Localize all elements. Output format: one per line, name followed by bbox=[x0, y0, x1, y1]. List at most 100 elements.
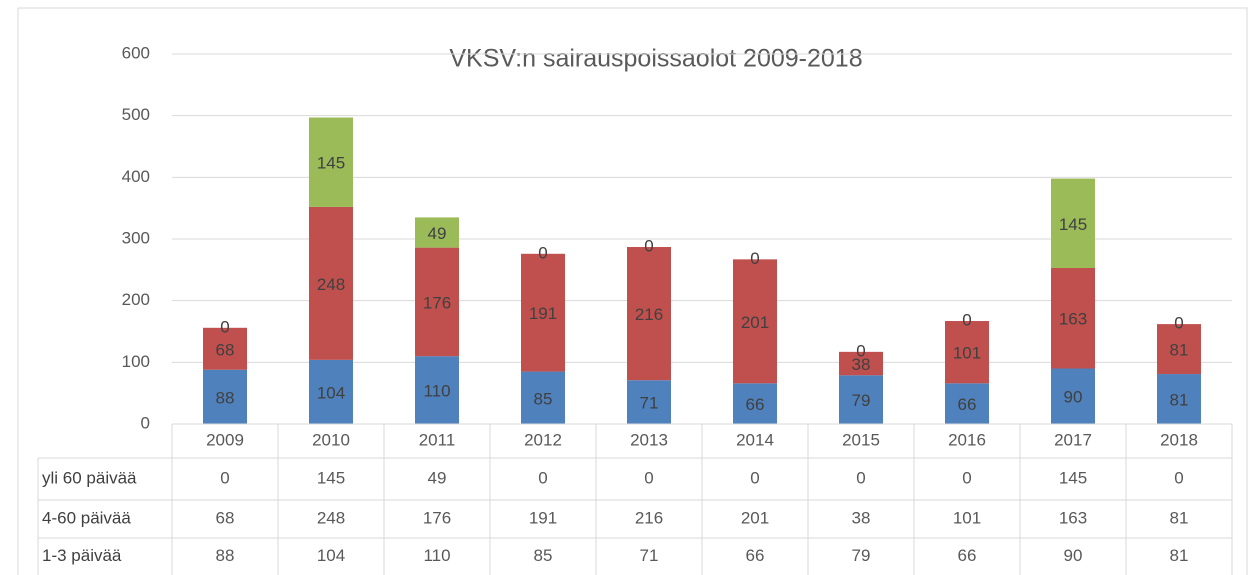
data-label: 0 bbox=[644, 237, 653, 256]
table-cell: 0 bbox=[750, 468, 759, 487]
table-cell: 163 bbox=[1059, 508, 1087, 527]
bar-segment bbox=[733, 383, 777, 424]
data-label: 81 bbox=[1170, 391, 1189, 410]
data-label: 110 bbox=[423, 382, 450, 401]
bar-segment bbox=[839, 351, 883, 376]
x-tick-label: 2012 bbox=[524, 430, 562, 449]
x-tick-label: 2014 bbox=[736, 430, 774, 449]
data-label: 0 bbox=[220, 317, 229, 336]
bar-segment bbox=[203, 369, 247, 424]
chart-frame bbox=[17, 7, 1248, 575]
data-label: 0 bbox=[962, 311, 971, 330]
data-label: 0 bbox=[750, 249, 759, 268]
data-label: 176 bbox=[423, 293, 451, 312]
bar-segment bbox=[627, 247, 671, 381]
x-tick-label: 2016 bbox=[948, 430, 986, 449]
table-cell: 79 bbox=[852, 546, 871, 565]
data-label: 71 bbox=[640, 394, 659, 413]
y-tick-label: 400 bbox=[122, 167, 150, 186]
table-cell: 85 bbox=[534, 546, 553, 565]
data-label: 201 bbox=[741, 313, 769, 332]
bar-segment bbox=[733, 259, 777, 384]
data-label: 66 bbox=[958, 395, 977, 414]
x-tick-label: 2013 bbox=[630, 430, 668, 449]
data-label: 90 bbox=[1064, 388, 1083, 407]
table-cell: 176 bbox=[423, 508, 451, 527]
table-cell: 145 bbox=[317, 468, 345, 487]
data-label: 0 bbox=[856, 341, 865, 360]
y-tick-label: 600 bbox=[122, 43, 150, 62]
bar-segment bbox=[203, 327, 247, 370]
table-cell: 145 bbox=[1059, 468, 1087, 487]
x-tick-label: 2018 bbox=[1160, 430, 1198, 449]
legend-label: 4-60 päivää bbox=[42, 508, 131, 527]
data-label: 0 bbox=[538, 243, 547, 262]
data-label: 38 bbox=[852, 355, 871, 374]
table-cell: 81 bbox=[1170, 508, 1189, 527]
data-label: 216 bbox=[635, 305, 663, 324]
bar-segment bbox=[1157, 374, 1201, 424]
table-cell: 0 bbox=[856, 468, 865, 487]
y-tick-label: 200 bbox=[122, 290, 150, 309]
table-cell: 0 bbox=[644, 468, 653, 487]
x-tick-label: 2011 bbox=[419, 430, 456, 449]
table-cell: 68 bbox=[216, 508, 235, 527]
data-label: 145 bbox=[1059, 215, 1087, 234]
bar-segment bbox=[309, 117, 353, 207]
table-cell: 0 bbox=[220, 468, 229, 487]
data-label: 163 bbox=[1059, 310, 1087, 329]
table-cell: 248 bbox=[317, 508, 345, 527]
table-cell: 88 bbox=[216, 546, 235, 565]
table-cell: 191 bbox=[529, 508, 557, 527]
table-cell: 90 bbox=[1064, 546, 1083, 565]
table-cell: 0 bbox=[962, 468, 971, 487]
table-cell: 66 bbox=[958, 546, 977, 565]
bar-segment bbox=[1051, 368, 1095, 424]
data-label: 248 bbox=[317, 275, 345, 294]
legend-label: yli 60 päivää bbox=[42, 468, 137, 487]
table-cell: 49 bbox=[428, 468, 447, 487]
table-cell: 81 bbox=[1170, 546, 1189, 565]
data-label: 66 bbox=[746, 395, 765, 414]
data-label: 145 bbox=[317, 154, 345, 173]
bar-segment bbox=[521, 371, 565, 424]
bar-segment bbox=[309, 206, 353, 360]
bar-segment bbox=[415, 356, 459, 424]
bar-segment bbox=[1051, 178, 1095, 268]
y-tick-label: 500 bbox=[122, 105, 150, 124]
legend-label: 1-3 päivää bbox=[42, 546, 122, 565]
table-cell: 0 bbox=[1174, 468, 1183, 487]
chart-title: VKSV:n sairauspoissaolot 2009-2018 bbox=[449, 45, 862, 73]
bar-segment bbox=[521, 253, 565, 372]
x-tick-label: 2010 bbox=[312, 430, 350, 449]
data-label: 85 bbox=[534, 389, 553, 408]
bar-segment bbox=[627, 380, 671, 424]
x-tick-label: 2017 bbox=[1054, 430, 1092, 449]
data-label: 191 bbox=[529, 304, 557, 323]
y-tick-label: 100 bbox=[122, 352, 150, 371]
table-cell: 0 bbox=[538, 468, 547, 487]
data-label: 68 bbox=[216, 340, 235, 359]
y-tick-label: 0 bbox=[141, 413, 150, 432]
table-cell: 201 bbox=[741, 508, 769, 527]
data-label: 0 bbox=[1174, 314, 1183, 333]
table-cell: 66 bbox=[746, 546, 765, 565]
table-cell: 104 bbox=[317, 546, 345, 565]
bar-segment bbox=[415, 217, 459, 248]
table-cell: 216 bbox=[635, 508, 663, 527]
bar-segment bbox=[945, 321, 989, 384]
bar-segment bbox=[1157, 324, 1201, 375]
table-cell: 38 bbox=[852, 508, 871, 527]
bar-segment bbox=[1051, 267, 1095, 369]
data-label: 101 bbox=[953, 344, 981, 363]
table-cell: 110 bbox=[423, 546, 450, 565]
y-tick-label: 300 bbox=[122, 228, 150, 247]
data-label: 79 bbox=[852, 391, 871, 410]
data-label: 49 bbox=[428, 224, 447, 243]
bar-segment bbox=[415, 247, 459, 357]
data-label: 104 bbox=[317, 383, 345, 402]
x-tick-label: 2009 bbox=[206, 430, 244, 449]
data-label: 88 bbox=[216, 388, 235, 407]
bar-segment bbox=[309, 359, 353, 424]
